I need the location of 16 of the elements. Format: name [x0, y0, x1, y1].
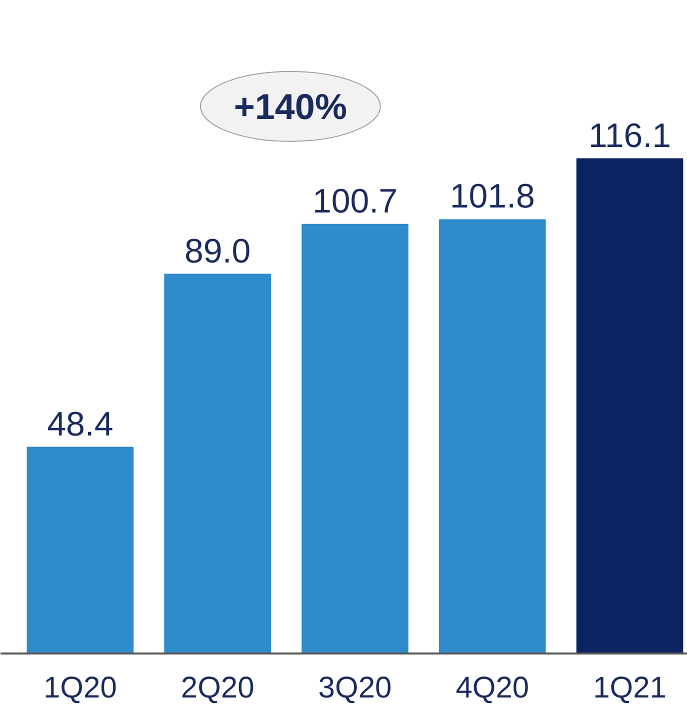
x-tick-label: 2Q20: [180, 672, 254, 704]
bar: [576, 158, 684, 654]
data-label: 101.8: [450, 178, 535, 216]
data-label: 116.1: [588, 116, 672, 155]
text: +140%: [234, 86, 347, 127]
x-tick-label: 4Q20: [456, 672, 530, 704]
bar: [164, 274, 271, 654]
x-tick-label: 3Q20: [318, 672, 392, 704]
bar: [26, 446, 134, 654]
bar: [438, 219, 546, 654]
x-tick-label: 1Q21: [593, 672, 666, 704]
bar: [302, 224, 408, 654]
data-label: 100.7: [312, 182, 398, 220]
data-label: 48.4: [47, 405, 114, 444]
x-tick-label: 1Q20: [44, 672, 117, 704]
data-label: 89.0: [184, 232, 251, 270]
